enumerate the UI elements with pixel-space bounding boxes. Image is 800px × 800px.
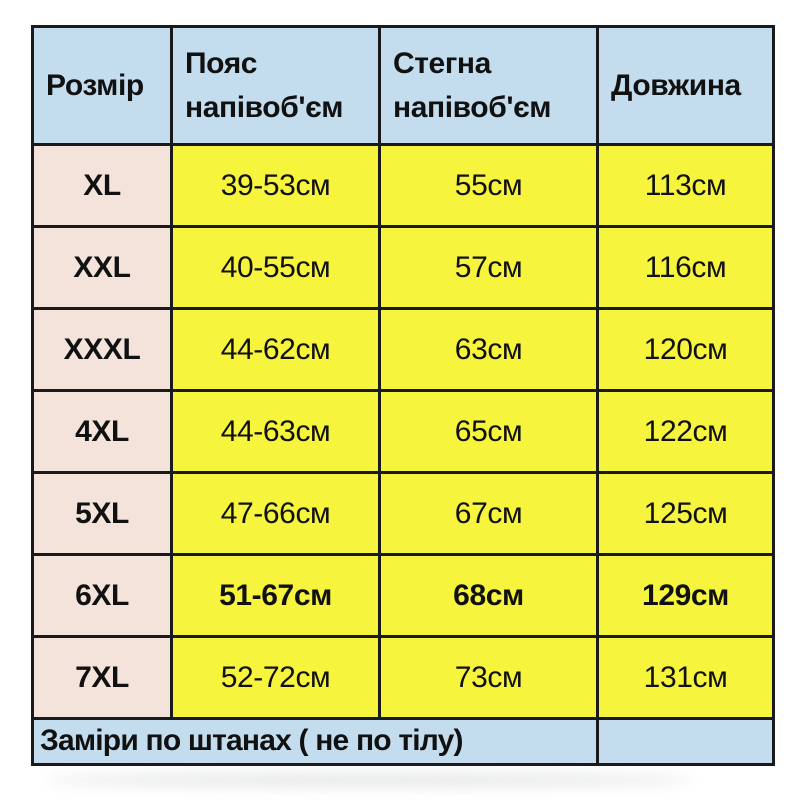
waist-cell: 47-66см [170,471,381,556]
waist-cell: 40-55см [170,225,381,310]
bottom-shadow-artifact [45,774,695,786]
size-cell: 6XL [31,553,173,638]
hips-cell: 67см [378,471,599,556]
length-cell: 113см [596,143,775,228]
table-row: 5XL 47-66см 67см 125см [31,471,775,556]
waist-cell: 39-53см [170,143,381,228]
header-cell-length: Довжина [596,25,775,146]
table-footer: Заміри по штанах ( не по тілу) [31,717,775,766]
hips-cell: 68см [378,553,599,638]
table-header: Розмір Пояс напівоб'єм Стегна напівоб'єм… [31,25,775,146]
table-row: 7XL 52-72см 73см 131см [31,635,775,720]
table-row: XXL 40-55см 57см 116см [31,225,775,310]
size-cell: XXL [31,225,173,310]
table-row: 4XL 44-63см 65см 122см [31,389,775,474]
footer-empty-cell [596,717,775,766]
length-cell: 131см [596,635,775,720]
header-row: Розмір Пояс напівоб'єм Стегна напівоб'єм… [31,25,775,146]
hips-cell: 57см [378,225,599,310]
table-row: XL 39-53см 55см 113см [31,143,775,228]
length-cell: 129см [596,553,775,638]
hips-cell: 63см [378,307,599,392]
table-row-bold: 6XL 51-67см 68см 129см [31,553,775,638]
hips-cell: 73см [378,635,599,720]
waist-cell: 44-62см [170,307,381,392]
header-cell-waist: Пояс напівоб'єм [170,25,381,146]
table-body: XL 39-53см 55см 113см XXL 40-55см 57см 1… [31,143,775,720]
size-cell: 5XL [31,471,173,556]
waist-cell: 44-63см [170,389,381,474]
length-cell: 116см [596,225,775,310]
size-cell: XL [31,143,173,228]
length-cell: 122см [596,389,775,474]
header-cell-hips: Стегна напівоб'єм [378,25,599,146]
size-cell: 4XL [31,389,173,474]
size-cell: XXXL [31,307,173,392]
footer-note-cell: Заміри по штанах ( не по тілу) [31,717,599,766]
waist-cell: 52-72см [170,635,381,720]
hips-cell: 65см [378,389,599,474]
hips-cell: 55см [378,143,599,228]
length-cell: 125см [596,471,775,556]
footer-row: Заміри по штанах ( не по тілу) [31,717,775,766]
length-cell: 120см [596,307,775,392]
waist-cell: 51-67см [170,553,381,638]
size-chart-table: Розмір Пояс напівоб'єм Стегна напівоб'єм… [31,25,775,766]
table-row: XXXL 44-62см 63см 120см [31,307,775,392]
header-cell-size: Розмір [31,25,173,146]
size-cell: 7XL [31,635,173,720]
